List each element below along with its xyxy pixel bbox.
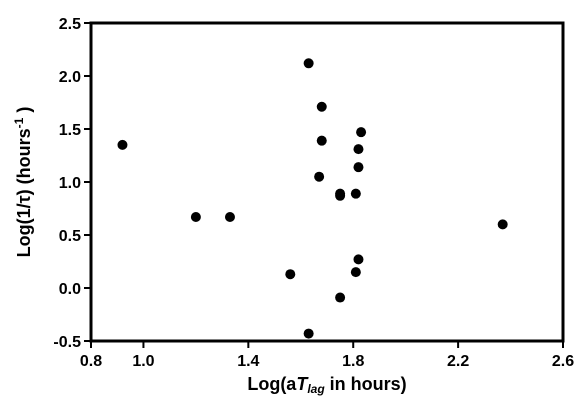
data-point <box>224 211 235 222</box>
x-axis-title: Log(aTlag in hours) <box>247 374 406 396</box>
x-tick-label: 1.4 <box>237 353 259 370</box>
data-point <box>335 190 346 201</box>
data-point <box>497 219 508 230</box>
data-point <box>316 135 327 146</box>
x-tick-label: 0.8 <box>80 353 102 370</box>
data-point <box>314 171 325 182</box>
data-point <box>353 144 364 155</box>
y-tick-label: 1.0 <box>59 175 81 192</box>
data-points <box>117 58 508 339</box>
y-tick-label: 2.5 <box>59 16 81 33</box>
data-point <box>335 292 346 303</box>
y-tick-label: -0.5 <box>53 334 81 351</box>
data-point <box>303 58 314 69</box>
data-point <box>350 188 361 199</box>
data-point <box>303 328 314 339</box>
data-point <box>117 139 128 150</box>
y-tick-label: 0.0 <box>59 281 81 298</box>
data-point <box>285 269 296 280</box>
data-point <box>316 101 327 112</box>
x-tick-label: 2.2 <box>447 353 469 370</box>
y-axis-title: Log(1/τ) (hours-1 ) <box>12 107 34 258</box>
data-point <box>190 211 201 222</box>
data-point <box>350 267 361 278</box>
data-point <box>353 162 364 173</box>
data-point <box>353 254 364 265</box>
y-tick-label: 0.5 <box>59 228 81 245</box>
y-tick-label: 2.0 <box>59 69 81 86</box>
x-tick-label: 1.8 <box>342 353 364 370</box>
data-point <box>356 127 367 138</box>
x-tick-label: 1.0 <box>132 353 154 370</box>
y-tick-label: 1.5 <box>59 122 81 139</box>
x-axis-ticks: 0.8 1.0 1.4 1.8 2.2 2.6 <box>80 341 574 370</box>
x-tick-label: 2.6 <box>552 353 574 370</box>
plot-frame <box>89 21 565 343</box>
y-axis-ticks: 2.5 2.0 1.5 1.0 0.5 0.0 -0.5 <box>53 16 91 351</box>
